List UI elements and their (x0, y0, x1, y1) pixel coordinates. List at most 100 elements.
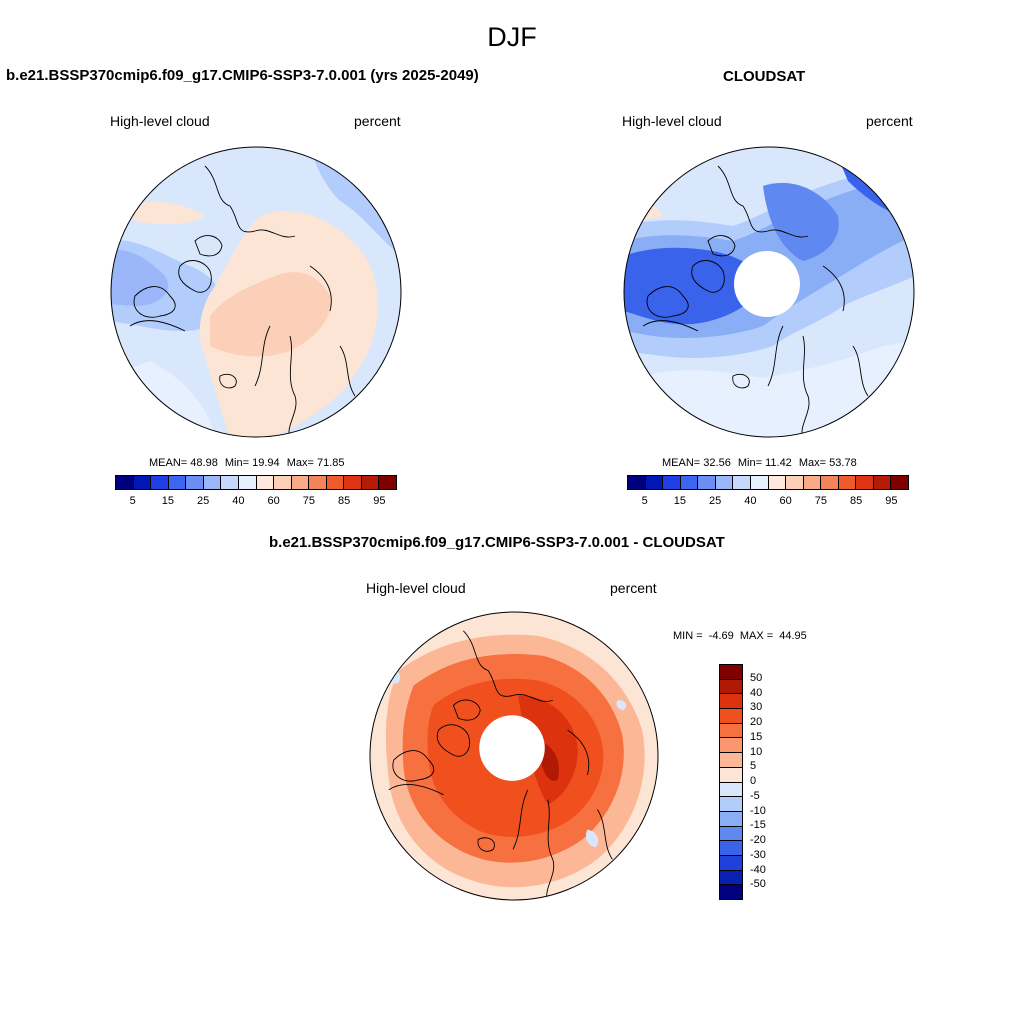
colorbar-swatch (720, 870, 742, 886)
model-max-value: 71.85 (316, 457, 345, 469)
missing-data-hole (479, 715, 545, 781)
colorbar-swatch (768, 476, 787, 489)
colorbar-swatch (720, 855, 742, 871)
colorbar-swatch (309, 476, 327, 489)
diff-panel-title: b.e21.BSSP370cmip6.f09_g17.CMIP6-SSP3-7.… (269, 534, 725, 551)
model-polar-map (110, 146, 402, 438)
model-colorbar-ticks: 5 15 25 40 60 75 85 95 (0, 495, 1024, 509)
colorbar-tick-label: 15 (750, 730, 763, 743)
colorbar-tick-label: 60 (779, 495, 792, 507)
colorbar-tick-label: 40 (750, 686, 763, 699)
colorbar-tick-label: 10 (750, 745, 763, 758)
colorbar-tick-label: -5 (750, 789, 760, 802)
obs-variable-label: High-level cloud (622, 113, 722, 129)
colorbar-tick-label: 15 (161, 495, 174, 507)
colorbar-swatch (720, 709, 742, 724)
colorbar-tick-label: 85 (338, 495, 351, 507)
diff-units-label: percent (610, 580, 657, 596)
colorbar-swatch (344, 476, 362, 489)
colorbar-swatch (891, 476, 908, 489)
colorbar-swatch (133, 476, 152, 489)
colorbar-swatch (786, 476, 804, 489)
map-field-warmpatch (210, 272, 331, 357)
map-field-bluepatch (763, 182, 839, 261)
diff-max-label: MAX = (739, 630, 774, 642)
missing-data-hole (734, 251, 800, 317)
colorbar-swatch (663, 476, 681, 489)
diff-polar-map (369, 611, 659, 901)
diff-colorbar (719, 664, 743, 900)
obs-stats: MEAN= 32.56 Min= 11.42 Max= 53.78 (662, 457, 857, 469)
colorbar-swatch (291, 476, 310, 489)
colorbar-swatch (238, 476, 257, 489)
colorbar-tick-label: -20 (750, 834, 766, 846)
colorbar-swatch (168, 476, 187, 489)
colorbar-swatch (720, 694, 742, 710)
model-mean-label: MEAN= (149, 457, 188, 469)
season-title: DJF (487, 22, 537, 52)
colorbar-tick-label: 5 (129, 495, 136, 507)
model-panel-title: b.e21.BSSP370cmip6.f09_g17.CMIP6-SSP3-7.… (6, 67, 479, 84)
diff-min-value: -4.69 (708, 630, 734, 642)
colorbar-tick-label: 25 (709, 495, 722, 507)
colorbar-tick-label: 5 (750, 760, 757, 773)
colorbar-swatch (720, 679, 742, 695)
model-variable-label: High-level cloud (110, 113, 210, 129)
colorbar-swatch (720, 738, 742, 754)
coastlines (642, 165, 869, 437)
obs-max-value: 53.78 (829, 457, 857, 469)
colorbar-swatch (720, 811, 742, 827)
colorbar-swatch (326, 476, 345, 489)
map-field-bluepatch (624, 247, 768, 325)
model-mean-value: 48.98 (190, 457, 218, 469)
colorbar-swatch (256, 476, 275, 489)
obs-mean-label: MEAN= (662, 457, 701, 469)
colorbar-swatch (733, 476, 751, 489)
colorbar-swatch (873, 476, 892, 489)
colorbar-swatch (720, 767, 742, 783)
colorbar-tick-label: 95 (373, 495, 386, 507)
map-field-lightpatch (624, 341, 914, 437)
colorbar-tick-label: 20 (750, 716, 763, 728)
colorbar-tick-label: 75 (302, 495, 315, 507)
obs-colorbar (627, 475, 909, 490)
colorbar-swatch (720, 826, 742, 842)
colorbar-swatch (698, 476, 716, 489)
colorbar-swatch (803, 476, 822, 489)
colorbar-swatch (856, 476, 874, 489)
colorbar-tick-label: 95 (885, 495, 898, 507)
model-min-label: Min= (224, 457, 250, 469)
model-min-value: 19.94 (252, 457, 280, 469)
colorbar-tick-label: 60 (267, 495, 280, 507)
colorbar-swatch (720, 753, 742, 768)
colorbar-swatch (720, 782, 742, 798)
model-stats: MEAN= 48.98 Min= 19.94 Max= 71.85 (149, 457, 345, 469)
colorbar-swatch (821, 476, 839, 489)
colorbar-swatch (680, 476, 699, 489)
colorbar-tick-label: 15 (673, 495, 686, 507)
colorbar-tick-label: -30 (750, 848, 766, 861)
colorbar-tick-label: 40 (232, 495, 245, 507)
colorbar-tick-label: -50 (750, 878, 766, 891)
colorbar-swatch (750, 476, 769, 489)
model-max-label: Max= (286, 457, 314, 469)
colorbar-tick-label: 50 (750, 671, 763, 684)
obs-max-label: Max= (798, 457, 827, 469)
colorbar-swatch (715, 476, 734, 489)
map-boundary (369, 611, 659, 901)
colorbar-tick-label: -10 (750, 804, 766, 817)
diff-max-value: 44.95 (779, 630, 807, 642)
map-boundary (623, 146, 915, 438)
colorbar-swatch (838, 476, 857, 489)
colorbar-swatch (628, 476, 646, 489)
obs-min-label: Min= (737, 457, 763, 469)
colorbar-swatch (379, 476, 396, 489)
diff-min-label: MIN = (673, 630, 703, 642)
obs-min-value: 11.42 (765, 457, 792, 469)
colorbar-swatch (203, 476, 222, 489)
colorbar-swatch (151, 476, 169, 489)
colorbar-tick-label: 0 (750, 775, 757, 787)
model-units-label: percent (354, 113, 401, 129)
map-field-warmpatch (130, 201, 205, 225)
diff-variable-label: High-level cloud (366, 580, 466, 596)
